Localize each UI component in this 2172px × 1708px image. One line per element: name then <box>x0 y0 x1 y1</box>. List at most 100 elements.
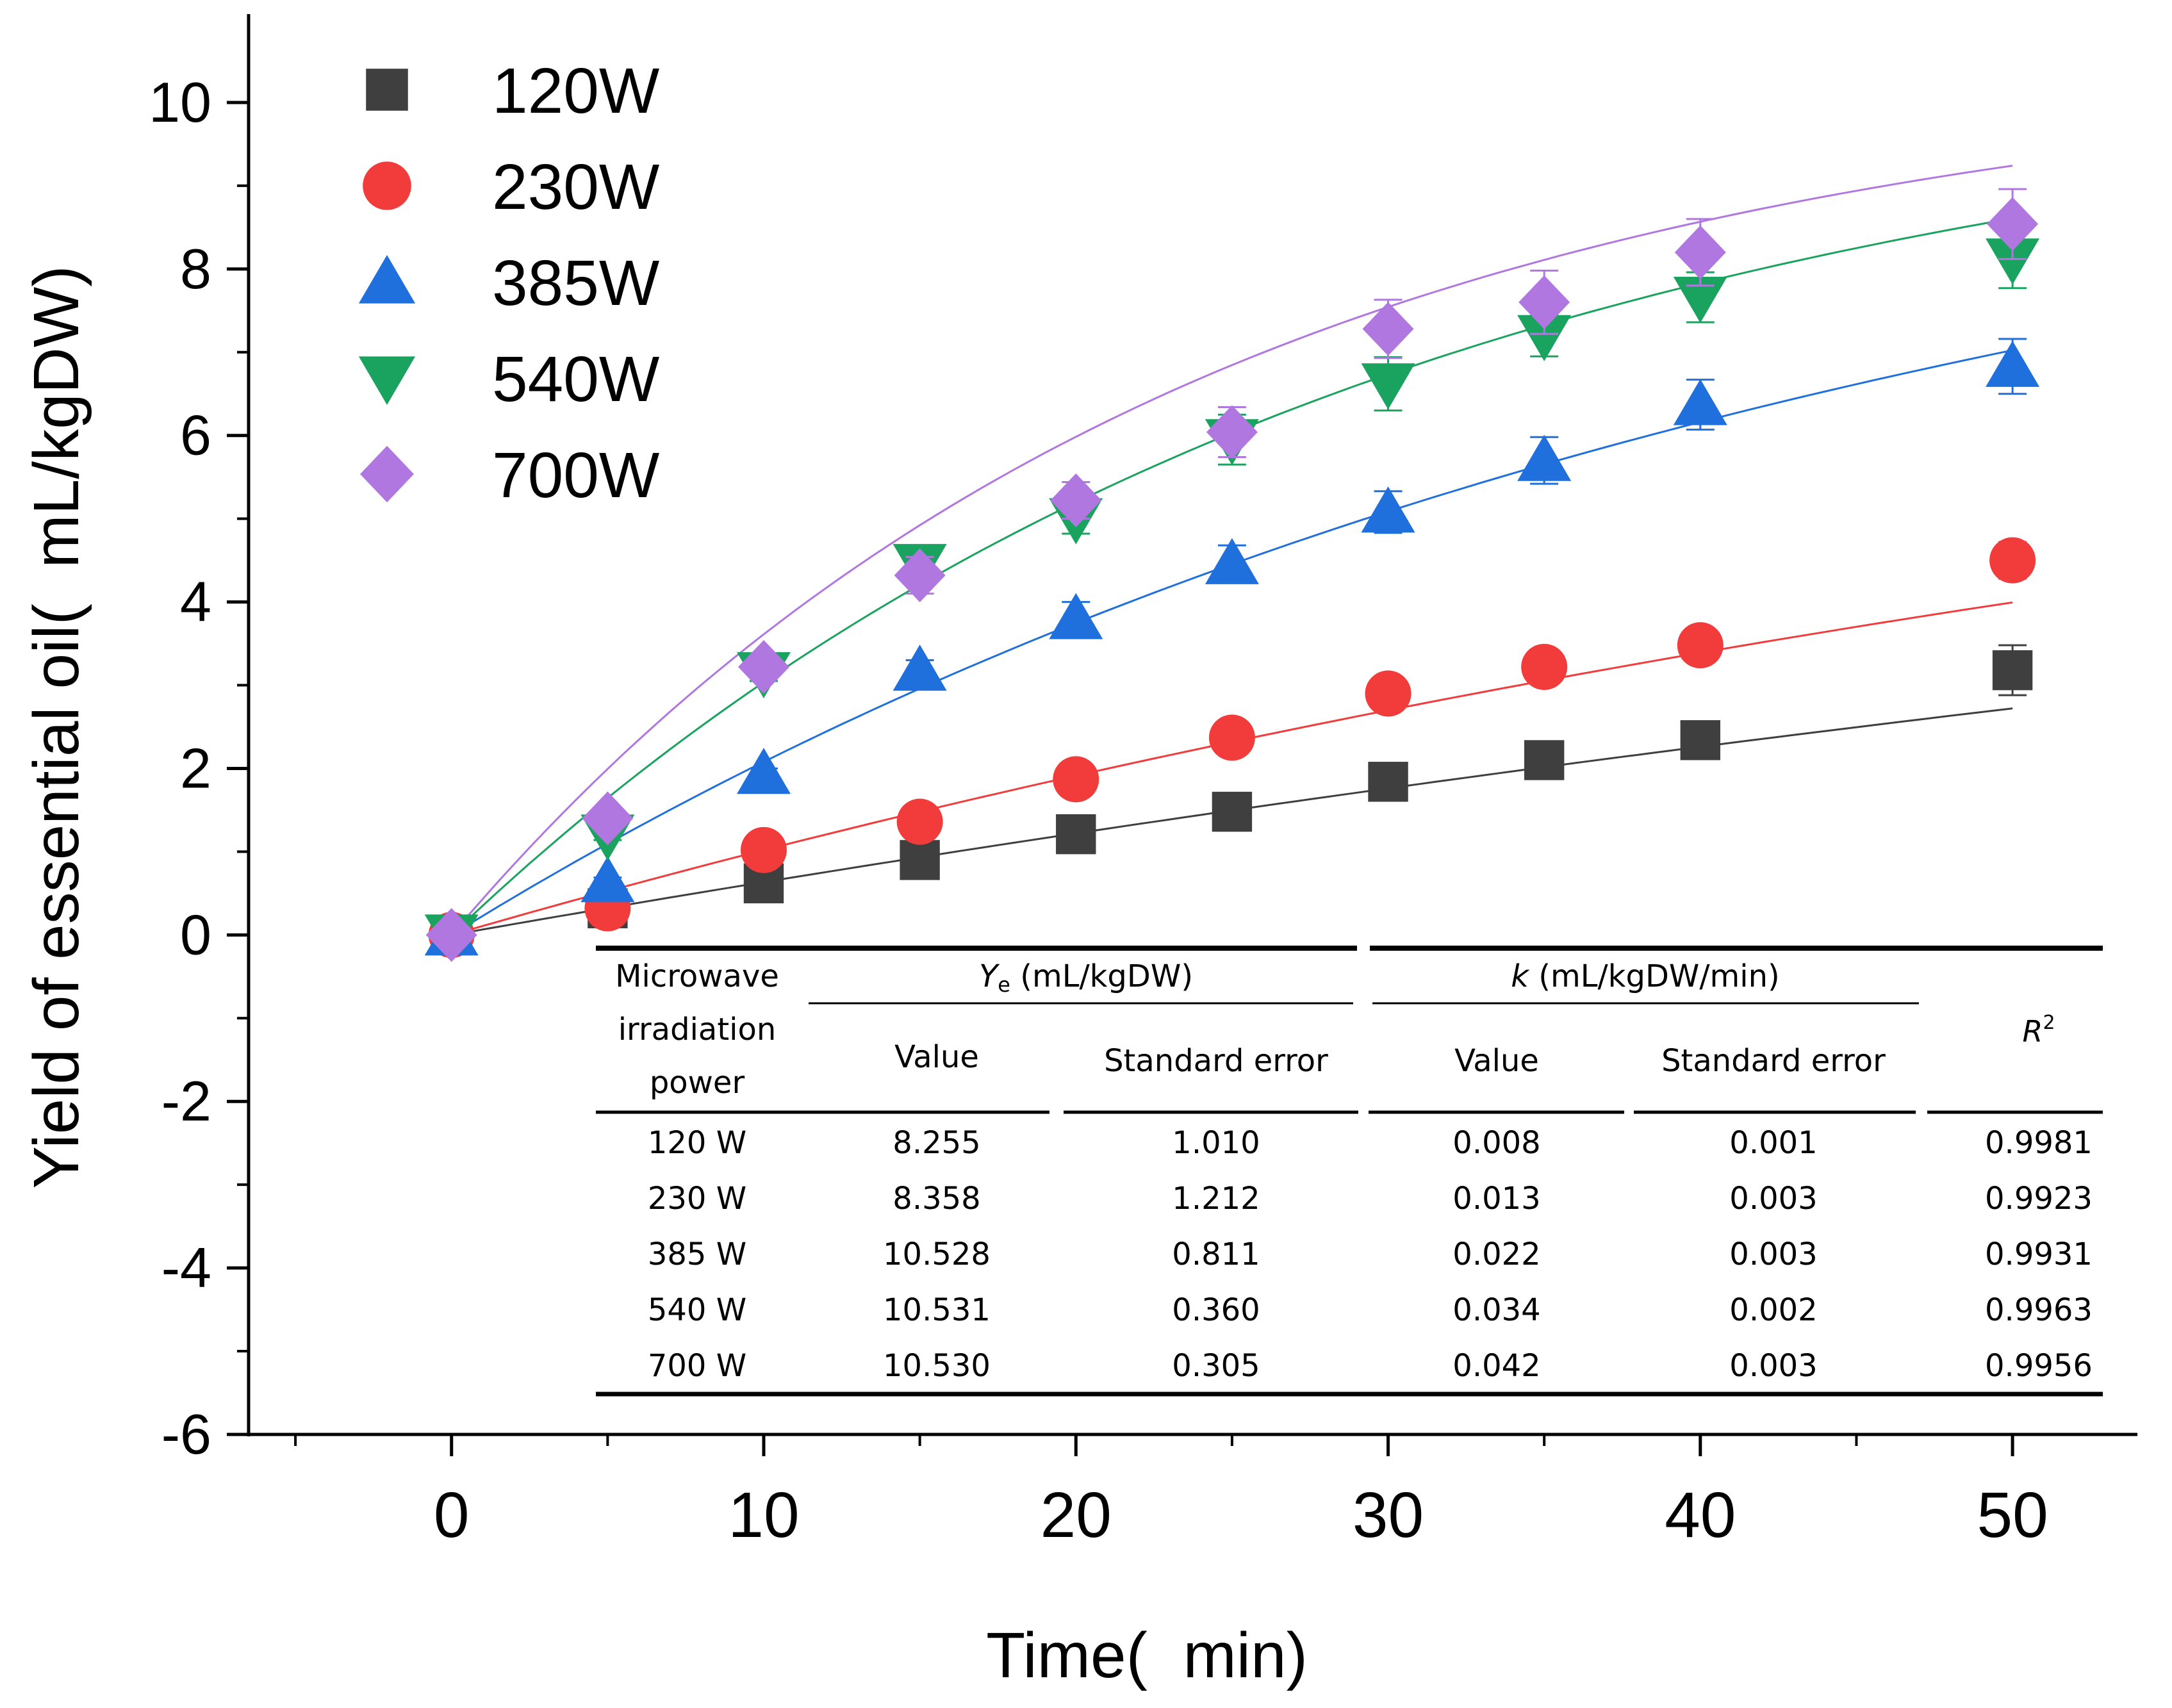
legend-marker-120W <box>366 69 408 111</box>
x-tick-label: 30 <box>1353 1479 1424 1551</box>
x-tick-label: 10 <box>728 1479 799 1551</box>
y-tick-label: 0 <box>180 903 211 966</box>
table-cell: 0.022 <box>1452 1236 1540 1272</box>
axes: -6 -4 -2 0 2 4 6 8 10 0 10 20 30 40 50 Time( min) Yield … <box>21 14 2137 1691</box>
point-540W <box>1673 277 1727 324</box>
legend-marker-385W <box>358 255 416 304</box>
table-header-k: k (mL/kgDW/min) <box>1511 958 1780 994</box>
legend: 120W 230W 385W 540W 700W <box>358 55 660 511</box>
y-axis-label: Yield of essential oil( mL/kgDW) <box>21 265 92 1188</box>
table-header-power: power <box>650 1065 745 1101</box>
table-header-power: Microwave <box>615 958 779 994</box>
point-230W <box>1365 670 1411 717</box>
y-tick-label: 10 <box>149 70 211 134</box>
point-540W <box>1986 238 2040 285</box>
point-120W <box>1680 720 1721 760</box>
legend-label-385W: 385W <box>492 247 660 319</box>
point-230W <box>1521 643 1568 690</box>
point-700W <box>1206 405 1258 459</box>
table-subheader: Value <box>894 1039 979 1075</box>
point-385W <box>893 645 947 691</box>
table-subheader: Standard error <box>1104 1043 1328 1079</box>
table-cell: 0.002 <box>1729 1292 1817 1328</box>
legend-label-700W: 700W <box>492 439 660 511</box>
point-700W <box>738 639 789 694</box>
y-tick-label: 6 <box>180 404 211 467</box>
table-row-power: 120 W <box>648 1125 746 1161</box>
point-700W <box>582 791 634 846</box>
point-700W <box>894 548 946 603</box>
y-tick-label: -4 <box>161 1236 211 1299</box>
point-385W <box>1049 593 1103 639</box>
point-385W <box>737 748 791 794</box>
data-points <box>424 188 2040 962</box>
point-230W <box>896 798 943 845</box>
table-cell: 0.003 <box>1729 1181 1817 1217</box>
table-cell: 0.9923 <box>1985 1181 2093 1217</box>
point-700W <box>1518 275 1570 329</box>
point-540W <box>1517 315 1572 361</box>
point-230W <box>741 826 787 873</box>
table-cell: 0.360 <box>1172 1292 1260 1328</box>
point-700W <box>1050 473 1102 528</box>
y-tick-label: -6 <box>161 1402 211 1466</box>
table-row-power: 540 W <box>648 1292 746 1328</box>
table-cell: 0.008 <box>1452 1125 1540 1161</box>
point-120W <box>1368 762 1408 802</box>
point-230W <box>1208 714 1255 761</box>
point-120W <box>900 840 940 880</box>
table-cell: 0.003 <box>1729 1236 1817 1272</box>
table-cell: 0.9956 <box>1985 1348 2093 1384</box>
legend-marker-540W <box>358 356 416 405</box>
point-385W <box>1205 538 1259 584</box>
table-cell: 0.9963 <box>1985 1292 2093 1328</box>
table-cell: 10.528 <box>883 1236 991 1272</box>
table-cell: 8.255 <box>893 1125 980 1161</box>
point-120W <box>1524 740 1565 780</box>
parameter-table: Microwave irradiation power Ye (mL/kgDW) k (… <box>596 946 2103 1397</box>
table-cell: 0.001 <box>1729 1125 1817 1161</box>
table-header-power: irradiation <box>618 1012 777 1047</box>
x-axis-label: Time( min) <box>986 1620 1308 1691</box>
y-tick-label: 8 <box>180 237 211 300</box>
table-cell: 0.042 <box>1452 1348 1540 1384</box>
table-cell: 0.811 <box>1172 1236 1260 1272</box>
x-tick-label: 20 <box>1041 1479 1112 1551</box>
legend-marker-230W <box>363 161 411 210</box>
y-tick-label: 2 <box>180 736 211 800</box>
point-385W <box>1986 340 2040 387</box>
point-540W <box>1361 363 1415 410</box>
table-subheader: Value <box>1454 1043 1539 1079</box>
point-230W <box>1677 622 1724 669</box>
x-tick-label: 50 <box>1977 1479 2048 1551</box>
point-700W <box>1362 302 1414 356</box>
table-cell: 10.530 <box>883 1348 991 1384</box>
fit-line-700W <box>450 165 2013 936</box>
point-120W <box>1056 814 1096 855</box>
point-385W <box>580 856 635 903</box>
table-subheader: Standard error <box>1661 1043 1886 1079</box>
point-230W <box>1989 537 2036 584</box>
point-385W <box>1673 379 1727 425</box>
table-cell: 1.010 <box>1172 1125 1260 1161</box>
point-700W <box>1987 197 2039 251</box>
legend-label-230W: 230W <box>492 151 660 223</box>
table-cell: 0.003 <box>1729 1348 1817 1384</box>
table-row-power: 700 W <box>648 1348 746 1384</box>
table-header-r2: R2 <box>2022 1012 2055 1049</box>
point-385W <box>1361 486 1415 533</box>
table-cell: 0.9981 <box>1985 1125 2093 1161</box>
table-cell: 10.531 <box>883 1292 991 1328</box>
table-cell: 0.034 <box>1452 1292 1540 1328</box>
table-cell: 0.013 <box>1452 1181 1540 1217</box>
point-120W <box>1212 791 1253 832</box>
table-header-ye: Ye (mL/kgDW) <box>979 958 1193 997</box>
table-row-power: 230 W <box>648 1181 746 1217</box>
table-cell: 8.358 <box>893 1181 980 1217</box>
table-row-power: 385 W <box>648 1236 746 1272</box>
point-120W <box>1992 650 2033 691</box>
legend-label-540W: 540W <box>492 343 660 415</box>
x-tick-label: 40 <box>1665 1479 1736 1551</box>
table-cell: 0.305 <box>1172 1348 1260 1384</box>
